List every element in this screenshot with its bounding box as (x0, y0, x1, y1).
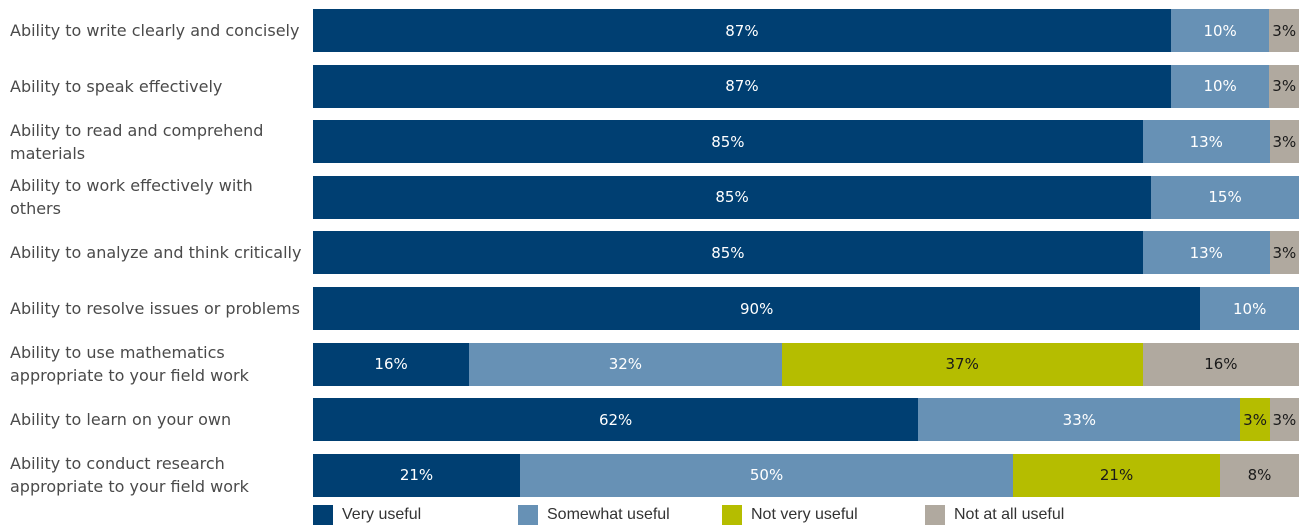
bar-row: 85% 13% 3% (313, 231, 1299, 275)
data-label: 87% (725, 77, 759, 96)
data-label: 3% (1272, 132, 1297, 151)
bar-segment: 87% (313, 64, 1171, 108)
bar-row: 85% 13% 3% (313, 120, 1299, 164)
data-label: 85% (711, 243, 745, 262)
bar-segment: 13% (1142, 120, 1270, 164)
legend-swatch (313, 505, 333, 525)
data-label: 33% (1062, 410, 1097, 429)
category-label: Ability to learn on your own (10, 410, 232, 430)
category-label: Ability to conduct research appropriate … (10, 454, 249, 497)
category-label: Ability to resolve issues or problems (10, 299, 300, 318)
legend: Very useful Somewhat useful Not very usefu… (313, 505, 1299, 526)
legend-swatch (925, 505, 945, 525)
legend-swatch (722, 505, 742, 525)
bar-segment: 85% (313, 231, 1143, 275)
data-label: 8% (1247, 466, 1272, 485)
bar-row: 87% 10% 3% (313, 64, 1299, 108)
bar-segment: 3% (1240, 398, 1270, 442)
bar-segment: 3% (1269, 64, 1299, 108)
data-label: 13% (1189, 132, 1223, 151)
data-label: 85% (715, 188, 749, 207)
data-label: 87% (725, 21, 759, 40)
category-label: Ability to use mathematics appropriate t… (10, 343, 249, 386)
bar-segment: 15% (1151, 175, 1299, 219)
category-label: Ability to read and comprehend materials (10, 120, 264, 163)
legend-label: Somewhat useful (547, 506, 670, 523)
bar-row: 62% 33% 3% 3% (313, 398, 1299, 442)
bar-segment: 10% (1170, 64, 1270, 108)
bar-row: 90% 10% (313, 287, 1299, 330)
data-label: 16% (1204, 355, 1238, 374)
legend-item: Not very useful (722, 505, 858, 525)
category-label: Ability to analyze and think critically (10, 243, 302, 263)
legend-label: Not very useful (751, 506, 858, 523)
legend-item: Somewhat useful (518, 505, 670, 525)
bar-segment: 50% (520, 453, 1014, 497)
bar-segment: 62% (313, 398, 919, 442)
bar-segment: 3% (1269, 9, 1299, 52)
bar-row: 21% 50% 21% 8% (313, 453, 1299, 497)
bar-segment: 16% (1142, 342, 1299, 386)
data-label: 32% (608, 355, 643, 374)
data-label: 3% (1272, 21, 1297, 40)
data-label: 3% (1272, 77, 1297, 96)
data-label: 85% (711, 132, 745, 151)
bar-segment: 16% (313, 342, 470, 386)
data-label: 3% (1272, 243, 1297, 262)
category-label: Ability to work effectively with others (10, 176, 253, 219)
data-label: 50% (749, 466, 784, 485)
bar-segment: 13% (1142, 231, 1270, 275)
data-label: 15% (1208, 188, 1242, 207)
data-label: 62% (598, 410, 633, 429)
data-label: 37% (945, 355, 979, 374)
data-label: 3% (1272, 410, 1297, 429)
bar-segment: 33% (918, 398, 1241, 442)
data-label: 21% (1099, 466, 1134, 485)
bar-row: 87% 10% 3% (313, 9, 1299, 52)
bar-segment: 3% (1269, 231, 1299, 275)
bar-segment: 3% (1269, 398, 1299, 442)
bar-segment: 90% (313, 287, 1201, 330)
bar-segment: 8% (1220, 453, 1299, 497)
bar-segment: 87% (313, 9, 1171, 52)
category-label: Ability to speak effectively (10, 76, 223, 96)
data-label: 21% (399, 466, 434, 485)
bar-segment: 21% (313, 453, 521, 497)
legend-item: Very useful (313, 505, 421, 525)
data-label: 13% (1189, 243, 1223, 262)
legend-label: Not at all useful (954, 506, 1065, 523)
bar-segment: 85% (313, 120, 1143, 164)
bar-segment: 21% (1013, 453, 1221, 497)
category-label: Ability to write clearly and concisely (10, 21, 300, 40)
data-label: 3% (1243, 410, 1267, 429)
bar-segment: 10% (1170, 9, 1270, 52)
legend-swatch (518, 505, 538, 525)
bar-segment: 3% (1269, 120, 1299, 164)
legend-item: Not at all useful (925, 505, 1064, 525)
bar-segment: 37% (781, 342, 1143, 386)
data-label: 10% (1203, 77, 1237, 96)
data-label: 10% (1233, 299, 1267, 318)
bar-row: 16% 32% 37% 16% (313, 342, 1299, 386)
data-label: 90% (740, 299, 774, 318)
legend-label: Very useful (342, 506, 422, 523)
bar-row: 85% 15% (313, 175, 1299, 219)
bar-segment: 32% (469, 342, 782, 386)
data-label: 16% (374, 355, 408, 374)
data-label: 10% (1203, 21, 1237, 40)
bar-segment: 85% (313, 175, 1152, 219)
bar-segment: 10% (1200, 287, 1299, 330)
